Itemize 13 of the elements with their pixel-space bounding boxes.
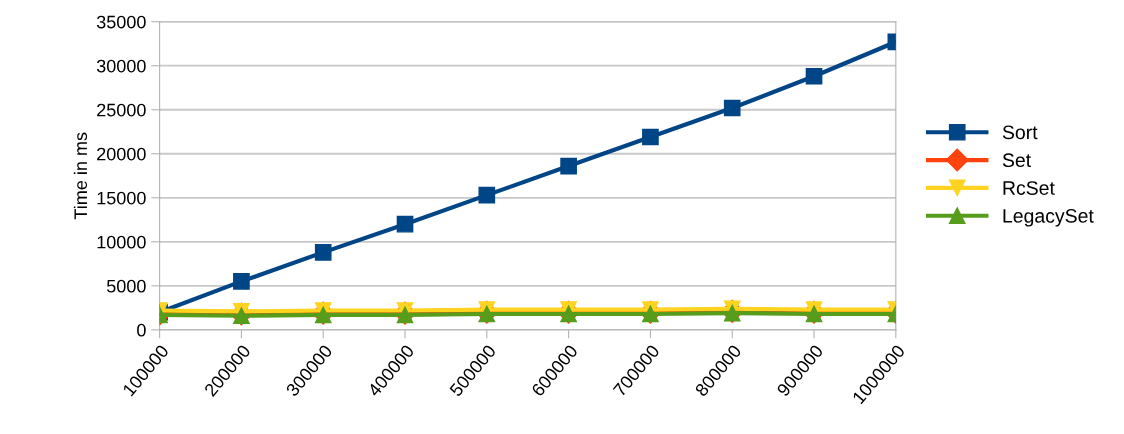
y-axis-title: Time in ms	[73, 132, 88, 220]
y-tick-label: 35000	[96, 15, 146, 29]
legend-label: Sort	[1002, 125, 1038, 140]
legend-label: LegacySet	[1003, 208, 1094, 227]
y-tick-label: 5000	[106, 279, 146, 293]
y-tick-label: 0	[137, 323, 146, 337]
y-tick-label: 15000	[97, 191, 146, 205]
legend-label: Set	[1002, 153, 1031, 168]
y-tick-label: 20000	[97, 147, 146, 161]
legend-label: RcSet	[1003, 181, 1055, 195]
y-tick-label: 10000	[97, 235, 146, 249]
y-tick-label: 30000	[96, 59, 146, 73]
y-tick-label: 25000	[97, 103, 146, 117]
